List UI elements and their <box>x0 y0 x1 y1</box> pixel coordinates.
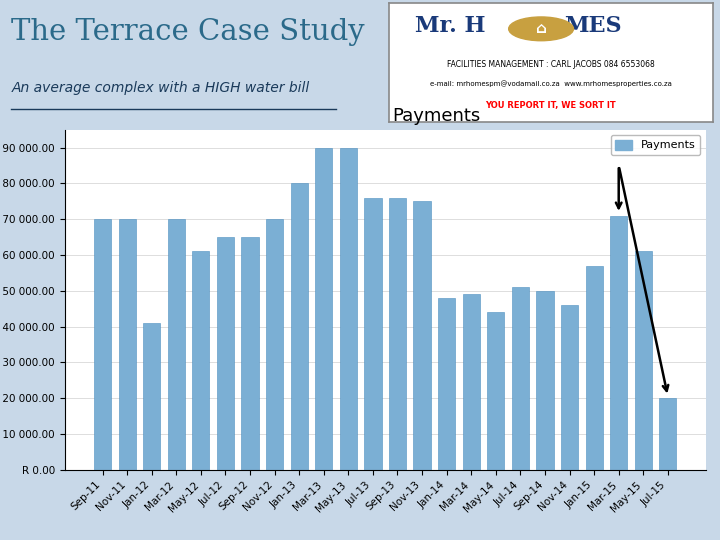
Bar <box>340 147 357 470</box>
Bar <box>536 291 554 470</box>
Text: ⌂: ⌂ <box>536 22 546 36</box>
Text: e-mail: mrhomespm@vodamail.co.za  www.mrhomesproperties.co.za: e-mail: mrhomespm@vodamail.co.za www.mrh… <box>430 80 672 86</box>
Title: Payments: Payments <box>392 107 480 125</box>
Bar <box>241 237 258 470</box>
Bar <box>635 251 652 470</box>
Text: An average complex with a HIGH water bill: An average complex with a HIGH water bil… <box>12 81 310 95</box>
Bar <box>561 305 578 470</box>
Bar <box>168 219 185 470</box>
Text: Mr. H: Mr. H <box>415 15 485 37</box>
Bar <box>438 298 455 470</box>
Text: MES: MES <box>564 15 621 37</box>
Bar <box>413 201 431 470</box>
Circle shape <box>508 17 573 40</box>
Bar <box>364 198 382 470</box>
Text: YOU REPORT IT, WE SORT IT: YOU REPORT IT, WE SORT IT <box>485 102 616 110</box>
Text: FACILITIES MANAGEMENT : CARL JACOBS 084 6553068: FACILITIES MANAGEMENT : CARL JACOBS 084 … <box>447 60 654 69</box>
Bar <box>94 219 111 470</box>
Text: The Terrace Case Study: The Terrace Case Study <box>12 18 365 46</box>
Bar <box>192 251 210 470</box>
Bar <box>389 198 406 470</box>
Legend: Payments: Payments <box>611 135 700 155</box>
Bar <box>315 147 333 470</box>
Bar <box>487 312 505 470</box>
Bar <box>119 219 135 470</box>
Bar <box>463 294 480 470</box>
Bar <box>217 237 234 470</box>
Bar <box>291 183 307 470</box>
Bar <box>585 266 603 470</box>
Bar <box>660 398 677 470</box>
Bar <box>512 287 529 470</box>
Bar <box>610 215 627 470</box>
Bar <box>266 219 283 470</box>
Bar <box>143 323 161 470</box>
